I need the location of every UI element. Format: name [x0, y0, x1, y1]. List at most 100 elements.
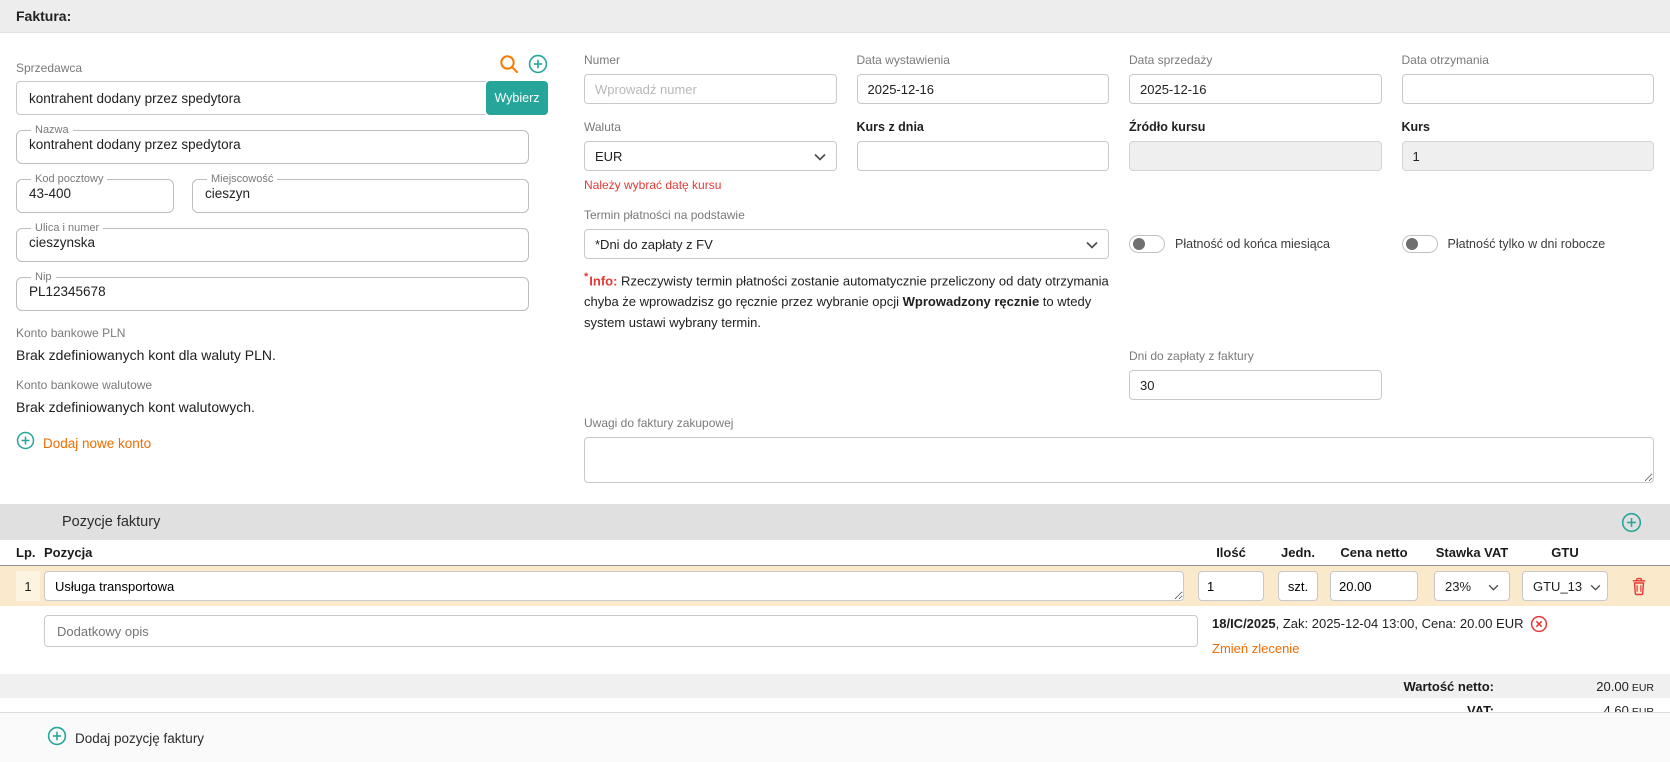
delete-item-icon[interactable]: [1628, 575, 1650, 598]
issue-date-input[interactable]: [856, 74, 1109, 104]
purchase-notes-textarea[interactable]: [584, 437, 1654, 484]
rate-label: Kurs: [1401, 120, 1430, 134]
payment-term-basis-select[interactable]: *Dni do zapłaty z FV: [584, 229, 1109, 259]
currency-select[interactable]: EUR: [584, 141, 837, 171]
item-lp: 1: [16, 571, 40, 602]
working-days-toggle-label: Płatność tylko w dni robocze: [1447, 237, 1606, 251]
rate-date-label: Kurs z dnia: [856, 120, 924, 134]
chevron-down-icon: [1488, 579, 1499, 594]
info-text-2: to wtedy system ustawi wybrany termin.: [584, 294, 1092, 331]
working-days-toggle[interactable]: [1401, 235, 1438, 253]
city-field[interactable]: Miejscowość cieszyn: [192, 173, 529, 213]
net-total-currency: EUR: [1631, 681, 1654, 694]
payment-term-basis-label: Termin płatności na podstawie: [584, 208, 745, 222]
change-order-link[interactable]: Zmień zlecenie: [1212, 641, 1300, 657]
seller-label: Sprzedawca: [16, 61, 83, 75]
number-label: Numer: [584, 53, 621, 67]
page-title: Faktura:: [16, 8, 72, 24]
days-to-pay-label: Dni do zapłaty z faktury: [1129, 349, 1254, 364]
city-label: Miejscowość: [211, 173, 274, 185]
required-mark: *: [584, 271, 589, 283]
nip-value: PL12345678: [29, 284, 106, 299]
plus-circle-icon: [47, 726, 67, 751]
receipt-date-label: Data otrzymania: [1401, 53, 1489, 67]
items-footer: Dodaj pozycję faktury: [0, 712, 1670, 762]
payment-term-info: *Info: Rzeczywisty termin płatności zost…: [584, 267, 1109, 333]
bank-foreign-empty-text: Brak zdefiniowanych kont walutowych.: [16, 399, 255, 415]
postal-code-field[interactable]: Kod pocztowy 43-400: [16, 173, 174, 213]
add-contractor-icon[interactable]: [528, 54, 548, 74]
net-total-row: Wartość netto: 20.00 EUR: [0, 674, 1670, 699]
bank-pln-label: Konto bankowe PLN: [16, 326, 126, 340]
postal-code-label: Kod pocztowy: [35, 173, 104, 185]
receipt-date-input[interactable]: [1401, 74, 1654, 104]
info-prefix: Info:: [589, 273, 618, 289]
info-bold-text: Wprowadzony ręcznie: [902, 294, 1040, 310]
add-item-icon[interactable]: [1621, 512, 1642, 533]
items-section-title: Pozycje faktury: [62, 514, 161, 531]
rate-input: [1401, 141, 1654, 171]
order-reference: 18/IC/2025: [1212, 616, 1276, 632]
street-field[interactable]: Ulica i numer cieszynska: [16, 222, 529, 262]
info-text-1: Rzeczywisty termin płatności zostanie au…: [584, 273, 1109, 310]
page-title-bar: Faktura:: [0, 0, 1670, 33]
item-quantity-input[interactable]: [1198, 571, 1264, 602]
col-stawka-vat: Stawka VAT: [1435, 545, 1509, 561]
item-vat-select[interactable]: 23%: [1434, 571, 1510, 602]
item-description-input[interactable]: [44, 615, 1198, 648]
choose-seller-button[interactable]: Wybierz: [486, 81, 548, 115]
rate-source-input: [1129, 141, 1382, 171]
bank-foreign-label: Konto bankowe walutowe: [16, 378, 153, 392]
chevron-down-icon: [813, 149, 826, 164]
seller-search-input[interactable]: [16, 81, 486, 115]
net-total-label: Wartość netto:: [1403, 678, 1494, 694]
item-gtu-value: GTU_13: [1533, 578, 1583, 594]
sale-date-label: Data sprzedaży: [1129, 53, 1213, 67]
col-cena-netto: Cena netto: [1340, 545, 1408, 561]
invoice-details-grid: Numer Data wystawienia Data sprzedaży Da…: [584, 53, 1654, 488]
end-of-month-toggle[interactable]: [1129, 235, 1165, 253]
add-account-link[interactable]: Dodaj nowe konto: [16, 431, 548, 455]
currency-label: Waluta: [584, 120, 621, 134]
currency-select-value: EUR: [595, 148, 623, 164]
days-to-pay-input[interactable]: [1129, 370, 1382, 401]
sale-date-input[interactable]: [1129, 74, 1382, 104]
bank-pln-empty-text: Brak zdefiniowanych kont dla waluty PLN.: [16, 347, 276, 363]
col-pozycja: Pozycja: [44, 545, 93, 561]
col-gtu: GTU: [1551, 545, 1579, 561]
linked-order-block: 18/IC/2025, Zak: 2025-12-04 13:00, Cena:…: [1212, 615, 1654, 658]
seller-name-label: Nazwa: [35, 124, 69, 136]
item-subrow: 18/IC/2025, Zak: 2025-12-04 13:00, Cena:…: [0, 606, 1670, 659]
item-name-textarea[interactable]: Usługa transportowa: [44, 571, 1184, 602]
item-vat-value: 23%: [1445, 578, 1472, 594]
end-of-month-toggle-label: Płatność od końca miesiąca: [1175, 237, 1330, 251]
street-label: Ulica i numer: [35, 222, 100, 234]
seller-name-value: kontrahent dodany przez spedytora: [29, 137, 241, 152]
rate-source-label: Źródło kursu: [1129, 120, 1206, 134]
items-section-header: Pozycje faktury: [0, 504, 1670, 541]
col-ilosc: Ilość: [1216, 545, 1246, 561]
seller-panel: Sprzedawca Wybierz Nazwa kontrahent doda…: [16, 53, 548, 488]
seller-name-field[interactable]: Nazwa kontrahent dodany przez spedytora: [16, 124, 529, 164]
currency-warning: Należy wybrać datę kursu: [584, 178, 722, 192]
city-value: cieszyn: [205, 186, 251, 201]
item-gtu-select[interactable]: GTU_13: [1522, 571, 1608, 602]
item-net-price-input[interactable]: [1330, 571, 1418, 602]
nip-field[interactable]: Nip PL12345678: [16, 271, 529, 311]
add-invoice-item-link-text: Dodaj pozycję faktury: [75, 731, 205, 746]
items-table-header: Lp. Pozycja Ilość Jedn. Cena netto Stawk…: [0, 540, 1670, 567]
search-icon[interactable]: [498, 53, 520, 75]
payment-term-basis-value: *Dni do zapłaty z FV: [595, 236, 713, 252]
col-jedn: Jedn.: [1281, 545, 1315, 561]
number-input[interactable]: [584, 74, 837, 104]
unlink-order-icon[interactable]: [1530, 615, 1548, 633]
plus-circle-icon: [16, 431, 35, 455]
order-details: , Zak: 2025-12-04 13:00, Cena: 20.00 EUR: [1275, 616, 1524, 632]
issue-date-label: Data wystawienia: [856, 53, 950, 67]
item-unit-input[interactable]: [1278, 571, 1318, 602]
col-lp: Lp.: [16, 545, 36, 561]
chevron-down-icon: [1590, 579, 1601, 594]
add-invoice-item-link[interactable]: Dodaj pozycję faktury: [47, 726, 1670, 751]
rate-date-input[interactable]: [856, 141, 1109, 171]
